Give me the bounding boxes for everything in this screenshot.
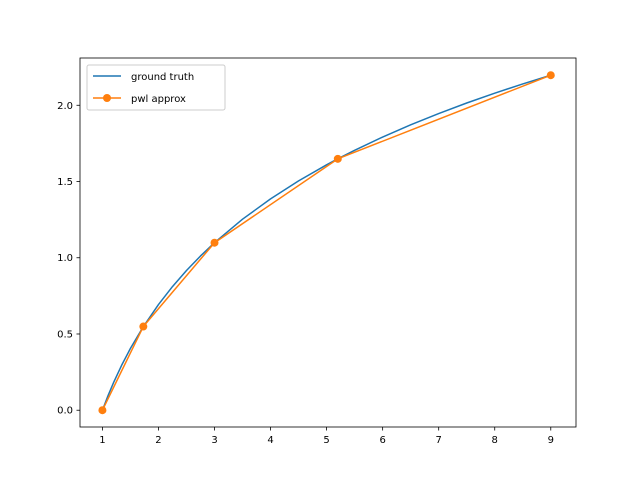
y-axis: 0.0 0.5 1.0 1.5 2.0 (57, 101, 80, 417)
data-point-pwl-approx (546, 71, 555, 80)
x-tick-label: 7 (436, 435, 442, 446)
data-point-pwl-approx (139, 322, 148, 331)
y-tick-label: 0.5 (57, 329, 73, 340)
legend: ground truth pwl approx (86, 64, 226, 111)
x-tick-label: 9 (548, 435, 554, 446)
y-tick-label: 0.0 (57, 406, 73, 417)
x-tick-label: 8 (492, 435, 498, 446)
x-tick-label: 4 (267, 435, 273, 446)
legend-label-pwl-approx: pwl approx (131, 94, 186, 105)
x-tick-label: 2 (155, 435, 161, 446)
x-axis: 1 2 3 4 5 6 7 8 9 (99, 427, 554, 446)
x-tick-label: 1 (99, 435, 105, 446)
x-tick-label: 3 (211, 435, 217, 446)
legend-box (86, 64, 226, 111)
series-layer (98, 71, 555, 415)
data-point-pwl-approx (210, 238, 219, 247)
y-tick-label: 1.0 (57, 253, 73, 264)
legend-marker-pwl-approx (103, 94, 111, 102)
data-point-pwl-approx (333, 154, 342, 163)
legend-label-ground-truth: ground truth (131, 72, 194, 83)
x-tick-label: 5 (323, 435, 329, 446)
y-tick-label: 1.5 (57, 177, 73, 188)
plot-frame (79, 57, 577, 428)
y-tick-label: 2.0 (57, 101, 73, 112)
data-point-pwl-approx (98, 406, 107, 415)
x-tick-label: 6 (379, 435, 385, 446)
series-line-ground-truth (101, 74, 552, 412)
